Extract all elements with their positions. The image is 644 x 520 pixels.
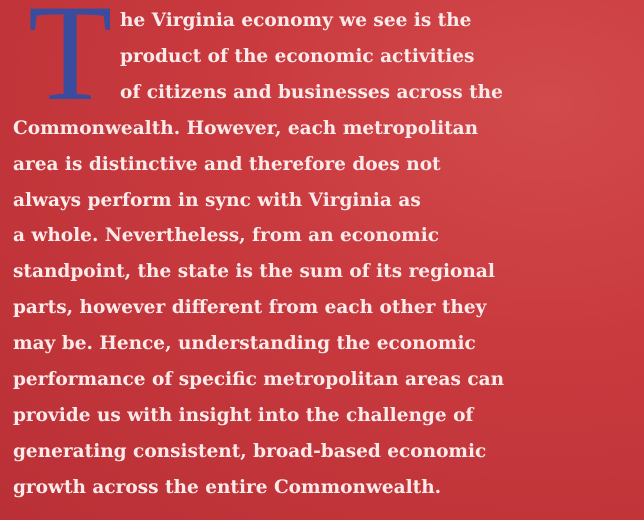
drop-cap: T [28,0,112,122]
text-line: a whole. Nevertheless, from an economic [13,224,439,248]
text-line: of citizens and businesses across the [120,81,503,105]
text-line: performance of specific metropolitan are… [13,368,504,392]
text-line: he Virginia economy we see is the [120,9,471,33]
text-line: growth across the entire Commonwealth. [13,476,441,500]
page: T he Virginia economy we see is the produ… [0,0,644,520]
text-line: parts, however different from each other… [13,296,486,320]
text-line: Commonwealth. However, each metropolitan [13,117,478,141]
text-line: product of the economic activities [120,45,474,69]
text-line: provide us with insight into the challen… [13,404,473,428]
text-line: area is distinctive and therefore does n… [13,153,441,177]
text-line: generating consistent, broad-based econo… [13,440,486,464]
text-line: always perform in sync with Virginia as [13,189,421,213]
text-line: standpoint, the state is the sum of its … [13,260,495,284]
text-line: may be. Hence, understanding the economi… [13,332,476,356]
